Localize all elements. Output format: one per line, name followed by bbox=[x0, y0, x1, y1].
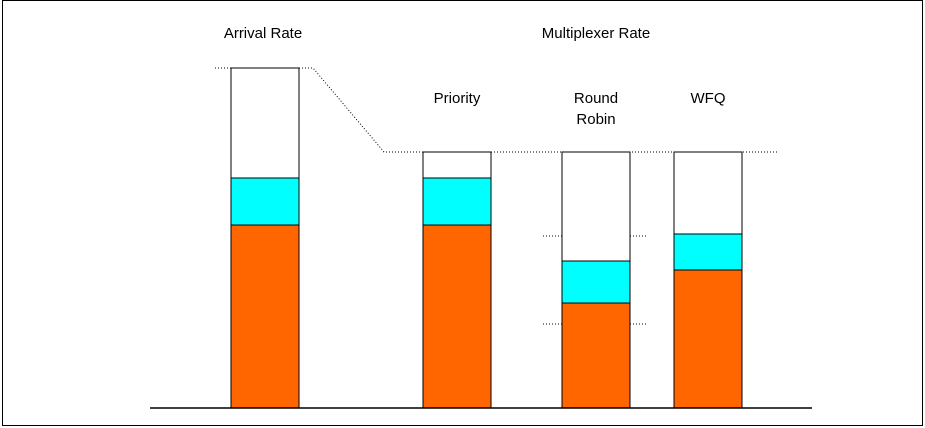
multiplexer-rate-title: Multiplexer Rate bbox=[542, 25, 650, 42]
round-robin-bottom-segment bbox=[561, 302, 631, 409]
priority-middle-segment bbox=[422, 177, 492, 226]
priority-bottom-segment bbox=[422, 224, 492, 409]
round-robin-middle-segment bbox=[561, 260, 631, 304]
round-robin-bar bbox=[561, 151, 631, 409]
arrival-rate-bar bbox=[230, 67, 300, 409]
round-robin-label-line2: Robin bbox=[576, 111, 615, 128]
priority-top-segment bbox=[422, 151, 492, 179]
wfq-middle-segment bbox=[673, 233, 743, 271]
wfq-bottom-segment bbox=[673, 269, 743, 409]
priority-label: Priority bbox=[434, 90, 481, 107]
round-robin-top-segment bbox=[561, 151, 631, 262]
wfq-bar bbox=[673, 151, 743, 409]
arrival-rate-title: Arrival Rate bbox=[224, 25, 302, 42]
arrival-middle-segment bbox=[230, 177, 300, 226]
priority-bar bbox=[422, 151, 492, 409]
arrival-top-segment bbox=[230, 67, 300, 179]
round-robin-label-line1: Round bbox=[574, 90, 618, 107]
wfq-top-segment bbox=[673, 151, 743, 235]
wfq-label: WFQ bbox=[691, 90, 726, 107]
arrival-bottom-segment bbox=[230, 224, 300, 409]
